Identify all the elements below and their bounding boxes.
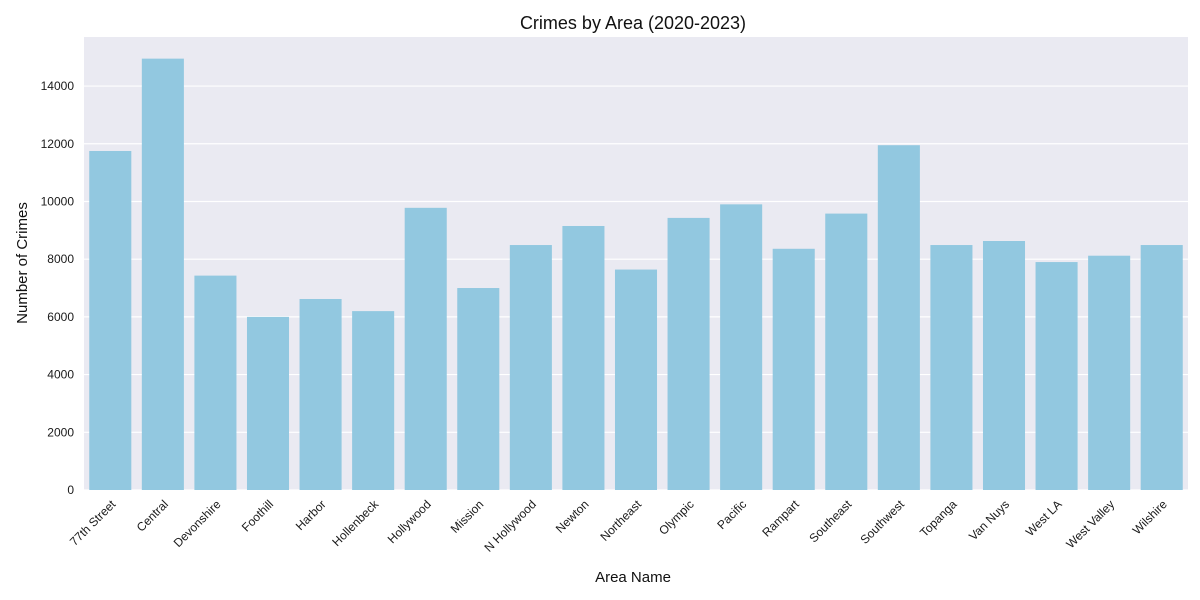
bar-rampart — [772, 248, 815, 490]
x-axis-ticks: 77th Street Central Devonshire Foothill Harb… — [67, 497, 1170, 555]
bar-devonshire — [194, 275, 237, 490]
y-axis-ticks: 0 2000 4000 6000 8000 10000 12000 14000 — [41, 79, 75, 497]
bar-central — [141, 58, 184, 490]
bar-wilshire — [1140, 245, 1183, 490]
bar-southeast — [825, 213, 868, 490]
bar-west-la — [1035, 262, 1078, 490]
y-tick-label: 12000 — [41, 137, 75, 151]
bar-pacific — [720, 204, 763, 490]
bar-olympic — [667, 217, 710, 490]
bar-harbor — [299, 298, 342, 490]
y-tick-label: 6000 — [47, 310, 74, 324]
x-tick-label: Hollenbeck — [329, 497, 382, 550]
x-tick-label: Mission — [448, 497, 487, 536]
x-tick-label: N Hollywood — [481, 497, 539, 555]
y-tick-label: 4000 — [47, 368, 74, 382]
bar-n-hollywood — [509, 245, 552, 490]
y-axis-label: Number of Crimes — [14, 202, 31, 324]
x-tick-label: Devonshire — [171, 497, 224, 550]
x-tick-label: Newton — [553, 497, 592, 536]
y-tick-label: 14000 — [41, 79, 75, 93]
x-tick-label: Hollywood — [385, 497, 434, 546]
y-tick-label: 0 — [67, 483, 74, 497]
y-tick-label: 2000 — [47, 425, 74, 439]
x-tick-label: Central — [134, 497, 171, 534]
bar-southwest — [877, 145, 920, 491]
bars — [89, 58, 1183, 491]
x-tick-label: Van Nuys — [966, 497, 1012, 543]
bar-hollenbeck — [352, 311, 395, 490]
bar-hollywood — [404, 207, 447, 490]
y-tick-label: 10000 — [41, 194, 75, 208]
x-tick-label: Northeast — [597, 497, 644, 544]
x-axis-label: Area Name — [595, 569, 671, 586]
x-tick-label: Wilshire — [1130, 497, 1170, 537]
bar-foothill — [246, 316, 290, 490]
bar-van-nuys — [982, 240, 1026, 490]
x-tick-label: West Valley — [1063, 497, 1117, 551]
x-tick-label: Southwest — [857, 497, 907, 547]
bar-topanga — [930, 245, 973, 490]
chart-title: Crimes by Area (2020-2023) — [520, 13, 746, 33]
bar-newton — [562, 225, 605, 490]
bar-west-valley — [1088, 255, 1131, 490]
x-tick-label: West LA — [1023, 497, 1065, 539]
bar-northeast — [614, 269, 658, 490]
x-tick-label: Foothill — [239, 497, 276, 534]
bar-77th-street — [89, 150, 132, 490]
y-tick-label: 8000 — [47, 252, 74, 266]
x-tick-label: 77th Street — [67, 497, 119, 549]
bar-mission — [457, 288, 500, 490]
x-tick-label: Olympic — [656, 497, 697, 538]
x-tick-label: Rampart — [759, 497, 802, 540]
x-tick-label: Topanga — [917, 497, 960, 540]
x-tick-label: Harbor — [293, 497, 329, 533]
x-tick-label: Pacific — [714, 497, 749, 532]
x-tick-label: Southeast — [806, 497, 855, 546]
